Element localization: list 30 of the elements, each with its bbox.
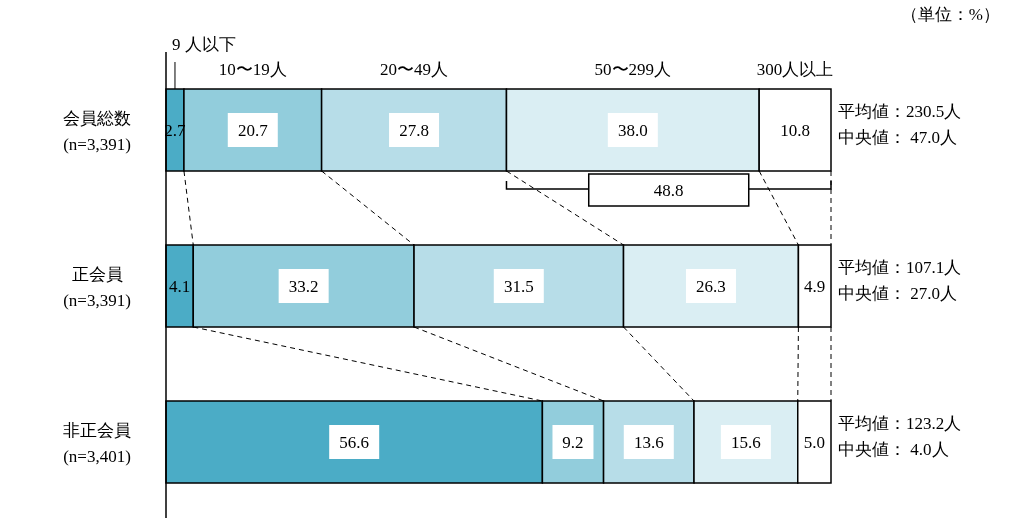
text: 中央値： 27.0人 — [838, 284, 957, 303]
series-label: 20〜49人 — [380, 60, 449, 79]
text: 中央値： 47.0人 — [838, 128, 957, 147]
text: 平均値：230.5人 — [838, 102, 962, 121]
series-label: 300人以上 — [756, 60, 834, 79]
data-label: 4.9 — [804, 277, 826, 296]
text: 中央値： 4.0人 — [838, 440, 949, 459]
data-label: 27.8 — [399, 121, 429, 140]
series-label: 10〜19人 — [218, 60, 287, 79]
data-label: 10.8 — [780, 121, 810, 140]
data-label: 31.5 — [503, 277, 534, 296]
y-tick-label: 正会員 (n=3,391) — [63, 265, 131, 310]
data-label: 9.2 — [562, 433, 584, 452]
data-label: 5.0 — [803, 433, 825, 452]
text: （単位：%） — [900, 5, 1000, 24]
annotation: 48.8 — [653, 181, 684, 200]
data-label: 33.2 — [288, 277, 319, 296]
text: 平均値：123.2人 — [838, 414, 962, 433]
data-label: 26.3 — [696, 277, 726, 296]
data-label: 15.6 — [731, 433, 761, 452]
text: 9 人以下 — [172, 35, 236, 54]
data-label: 13.6 — [633, 433, 664, 452]
data-label: 20.7 — [237, 121, 269, 140]
y-tick-label: 会員総数 (n=3,391) — [63, 109, 131, 154]
series-label: 50〜299人 — [594, 60, 672, 79]
data-label: 38.0 — [617, 121, 648, 140]
y-tick-label: 非正会員 (n=3,401) — [63, 421, 131, 466]
data-label: 4.1 — [169, 277, 191, 296]
data-label: 56.6 — [339, 433, 370, 452]
text: 平均値：107.1人 — [838, 258, 962, 277]
